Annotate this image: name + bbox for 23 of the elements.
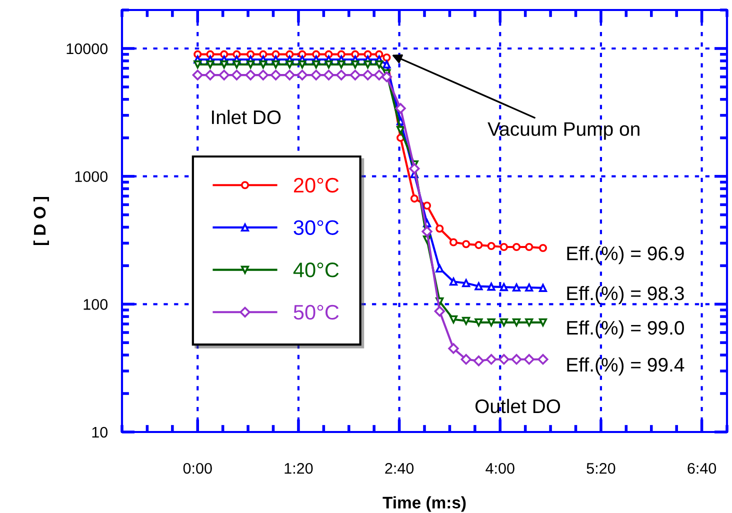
annotation: Eff.(%) = 99.4 — [567, 357, 684, 376]
y-tick-label: 10000 — [66, 43, 108, 54]
x-tick-label: 0:00 — [183, 462, 212, 474]
y-tick-label: 10 — [92, 426, 108, 438]
x-tick-label: 6:40 — [688, 462, 716, 474]
annotation: Inlet DO — [212, 110, 281, 124]
annotation: Eff.(%) = 99.0 — [567, 320, 684, 339]
y-axis-title: [ D O ] — [33, 196, 49, 246]
x-tick-label: 2:40 — [385, 462, 414, 474]
legend-label: 30°C — [294, 220, 339, 235]
legend-label: 50°C — [294, 304, 339, 320]
annotation: Vacuum Pump on — [488, 122, 640, 140]
y-tick-label: 1000 — [75, 171, 108, 182]
x-tick-label: 4:00 — [486, 462, 514, 474]
x-tick-label: 1:20 — [284, 462, 313, 474]
legend-label: 40°C — [293, 262, 339, 278]
y-tick-label: 100 — [84, 299, 108, 310]
x-tick-label: 5:20 — [586, 462, 616, 474]
annotation: Outlet DO — [475, 398, 560, 414]
annotation: Eff.(%) = 98.3 — [567, 286, 684, 304]
legend-label: 20°C — [294, 178, 339, 193]
x-axis-title: Time (m:s) — [382, 496, 466, 512]
annotation: Eff.(%) = 96.9 — [567, 246, 684, 264]
